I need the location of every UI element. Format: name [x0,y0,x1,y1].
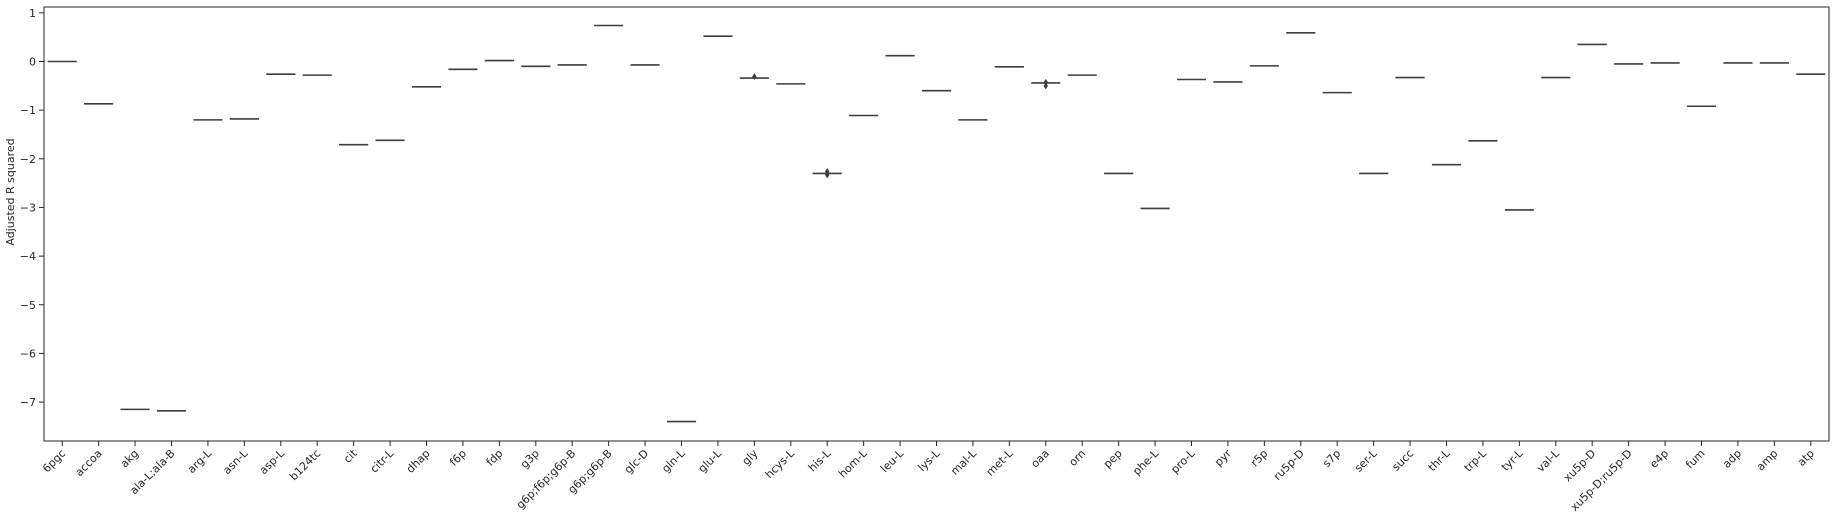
x-tick-label: citr-L [368,446,397,475]
x-tick-label: met-L [984,446,1016,478]
y-axis: 1 0 −1 −2 −3 −4 −5 −6 −7 [20,7,44,409]
x-tick-label: pro-L [1168,446,1198,476]
x-tick-label: lys-L [915,446,943,474]
x-tick-label: accoa [73,447,105,479]
x-tick-label: ser-L [1352,446,1380,474]
x-tick-label: gln-L [659,446,688,475]
x-tick-label: 6pgc [40,447,68,475]
x-tick-label: pyr [1212,447,1234,469]
x-tick-label: thr-L [1426,446,1454,474]
x-tick-label: g3p [518,447,542,471]
x-tick-label: amp [1754,447,1780,473]
y-tick-label: −2 [20,153,36,166]
y-tick-label: −3 [20,201,36,214]
y-tick-label: −5 [20,299,36,312]
x-tick-label: asp-L [257,446,288,477]
x-tick-label: val-L [1534,446,1562,474]
x-tick-label: orn [1066,447,1088,469]
x-tick-label: asn-L [220,446,251,477]
x-tick-label: tyr-L [1499,446,1526,473]
x-tick-label: fdp [484,447,506,469]
outlier-point [752,73,757,81]
x-tick-label: fum [1683,447,1707,471]
x-tick-label: glu-L [696,446,725,475]
x-tick-label: leu-L [878,446,907,475]
x-tick-label: b124tc [287,447,323,483]
x-tick-label: atp [1795,447,1817,469]
x-tick-label: mal-L [948,446,979,477]
x-tick-label: hom-L [836,446,870,480]
outlier-point [825,171,830,179]
y-axis-label: Adjusted R squared [4,138,17,245]
x-tick-label: oaa [1028,447,1051,470]
x-tick-label: succ [1389,447,1416,474]
box-marks [47,24,1826,423]
x-tick-label: hcys-L [763,446,798,481]
x-tick-label: akg [118,447,141,470]
y-tick-label: −1 [20,104,36,117]
x-tick-label: adp [1720,447,1744,471]
plot-frame [43,6,1830,442]
x-tick-label: f6p [447,447,469,469]
y-tick-label: 0 [29,55,36,68]
x-tick-label: glc-D [622,447,651,476]
outlier-point [1043,82,1048,90]
x-tick-label: trp-L [1462,446,1490,474]
x-tick-label: gly [740,447,761,468]
x-tick-label: phe-L [1130,446,1162,478]
y-tick-label: −4 [20,250,36,263]
y-tick-label: −7 [20,396,36,409]
x-tick-label: cit [341,446,360,465]
x-tick-label: e4p [1647,447,1671,471]
y-tick-label: 1 [29,7,36,20]
x-tick-label: s7p [1320,447,1343,470]
x-tick-label: pep [1101,447,1125,471]
x-tick-label: arg-L [185,446,215,476]
x-tick-label: his-L [806,446,834,474]
x-tick-label: dhap [404,447,433,476]
x-tick-label: r5p [1248,447,1270,469]
x-tick-label: ru5p-D [1271,447,1307,483]
y-tick-label: −6 [20,347,36,360]
